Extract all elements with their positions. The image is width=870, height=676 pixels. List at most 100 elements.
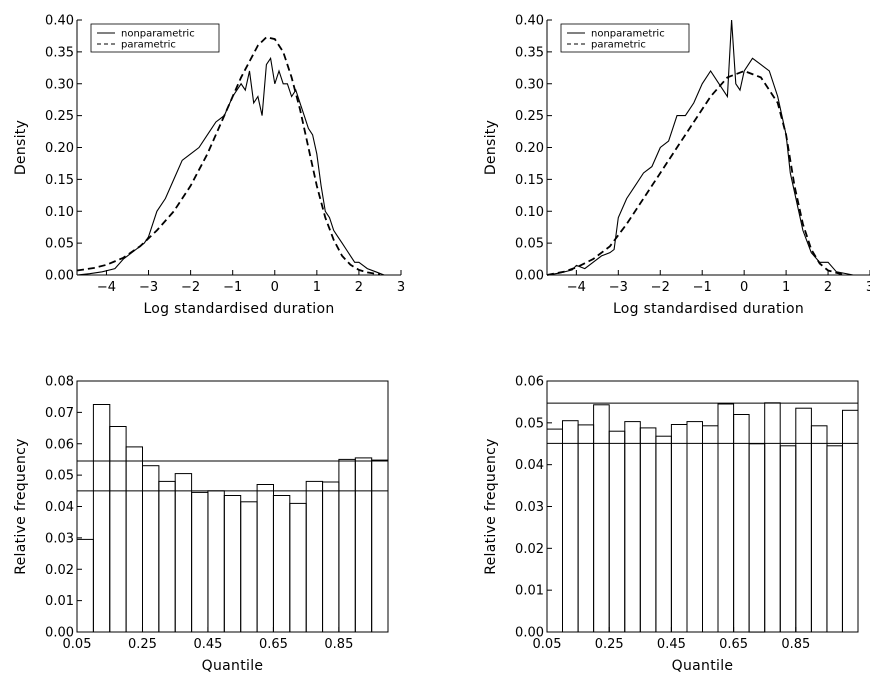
legend-label-nonparametric: nonparametric [121,29,195,40]
histogram-bar [223,495,242,633]
y-tick-label: 0.04 [45,500,74,515]
histogram-bar [191,491,209,633]
legend-box [560,23,690,53]
y-tick-label: 0.35 [45,45,74,60]
nonparametric-series-line [76,56,385,276]
histogram-bar [593,404,610,633]
histogram-bar [174,473,193,633]
y-tick-label: 0.00 [515,269,544,284]
histogram-bar [338,458,356,633]
legend-label-parametric: parametric [121,40,176,51]
y-tick-label: 0.03 [45,531,74,546]
y-axis-label: Relative frequency [13,438,29,575]
histogram-bar [371,459,389,633]
y-tick-label: 0.05 [515,416,544,431]
y-tick-label: 0.08 [45,375,74,390]
x-tick-label: 2 [824,280,832,295]
y-tick-label: 0.05 [515,237,544,252]
y-tick-label: 0.01 [45,594,74,609]
y-tick-label: 0.30 [515,77,544,92]
x-tick-label: −4 [97,280,116,295]
y-tick-label: 0.25 [515,109,544,124]
x-tick-label: 1 [313,280,321,295]
legend-label-parametric: parametric [591,40,646,51]
x-tick-label: 3 [866,280,870,295]
histogram-bar [795,407,812,633]
density-chart-left: 0.00 0.05 0.10 0.15 0.20 0.25 0.30 0.35 0.40 −4 −3… [13,14,405,318]
histogram-bar [608,430,626,633]
legend-label-nonparametric: nonparametric [591,29,665,40]
histogram-bar [256,484,275,633]
histogram-bar [639,427,657,633]
y-tick-label: 0.30 [45,77,74,92]
x-tick-label: 0.65 [259,637,288,652]
legend-box [90,23,220,53]
x-tick-label: 0 [271,280,279,295]
histogram-chart-left: 0.00 0.01 0.02 0.03 0.04 0.05 0.06 0.07 0.08 0.05… [13,375,389,674]
histogram-bar [733,414,750,633]
histogram-bar [125,446,143,633]
x-tick-label: 0.05 [533,637,562,652]
x-tick-label: −1 [693,280,712,295]
histogram-bar [322,481,340,633]
plot-frame [76,380,389,633]
x-tick-label: −2 [651,280,670,295]
x-tick-label: −1 [223,280,242,295]
y-tick-label: 0.00 [45,269,74,284]
y-tick-label: 0.02 [45,563,74,578]
parametric-series-line [546,70,846,276]
histogram-bar [158,480,176,633]
histogram-bar [240,501,258,633]
y-tick-label: 0.10 [515,205,544,220]
histogram-bar [717,403,735,633]
y-axis-label: Relative frequency [483,438,499,575]
histogram-bar [779,445,797,633]
x-tick-label: 0.45 [193,637,222,652]
y-tick-label: 0.00 [45,626,74,641]
histogram-bar [76,538,94,633]
y-tick-label: 0.05 [45,237,74,252]
x-tick-label: −3 [609,280,628,295]
histogram-bar [686,421,703,633]
histogram-bar [764,402,781,633]
x-axis-label: Log standardised duration [613,301,804,317]
x-axis-label: Log standardised duration [143,301,334,317]
x-tick-label: 0.05 [63,637,92,652]
x-tick-label: 0.45 [657,637,686,652]
histogram-bar [207,490,225,633]
histogram-bar [92,404,111,633]
y-tick-label: 0.20 [515,141,544,156]
y-axis-label: Density [483,120,499,175]
y-tick-label: 0.40 [515,14,544,29]
x-tick-label: 2 [355,280,363,295]
histogram-bar [826,445,843,633]
y-axis-label: Density [13,120,29,175]
x-axis-label: Quantile [672,658,734,674]
y-tick-label: 0.10 [45,205,74,220]
x-tick-label: −3 [139,280,158,295]
y-tick-label: 0.15 [515,173,544,188]
y-tick-label: 0.02 [515,542,544,557]
histogram-bar [748,443,766,633]
parametric-series-line [76,36,381,276]
y-tick-label: 0.15 [45,173,74,188]
histogram-chart-right: 0.00 0.01 0.02 0.03 0.04 0.05 0.06 0.05 0.25 0.45… [483,375,859,674]
x-tick-label: 0.25 [128,637,157,652]
histogram-bar [354,457,373,633]
y-tick-label: 0.01 [515,584,544,599]
histogram-bar [305,480,324,633]
histogram-bar [546,428,563,633]
histogram-bar [810,425,828,633]
x-axis-label: Quantile [202,658,264,674]
y-tick-label: 0.35 [515,45,544,60]
histogram-bar [272,495,291,633]
x-tick-label: 0 [740,280,748,295]
histogram-bar [577,424,595,633]
y-tick-label: 0.03 [515,500,544,515]
histogram-bar [109,426,127,633]
histogram-bar [624,421,641,633]
density-chart-right: 0.00 0.05 0.10 0.15 0.20 0.25 0.30 0.35 0.40 −4 −3… [483,14,870,317]
x-tick-label: 3 [397,280,405,295]
y-tick-label: 0.40 [45,14,74,29]
